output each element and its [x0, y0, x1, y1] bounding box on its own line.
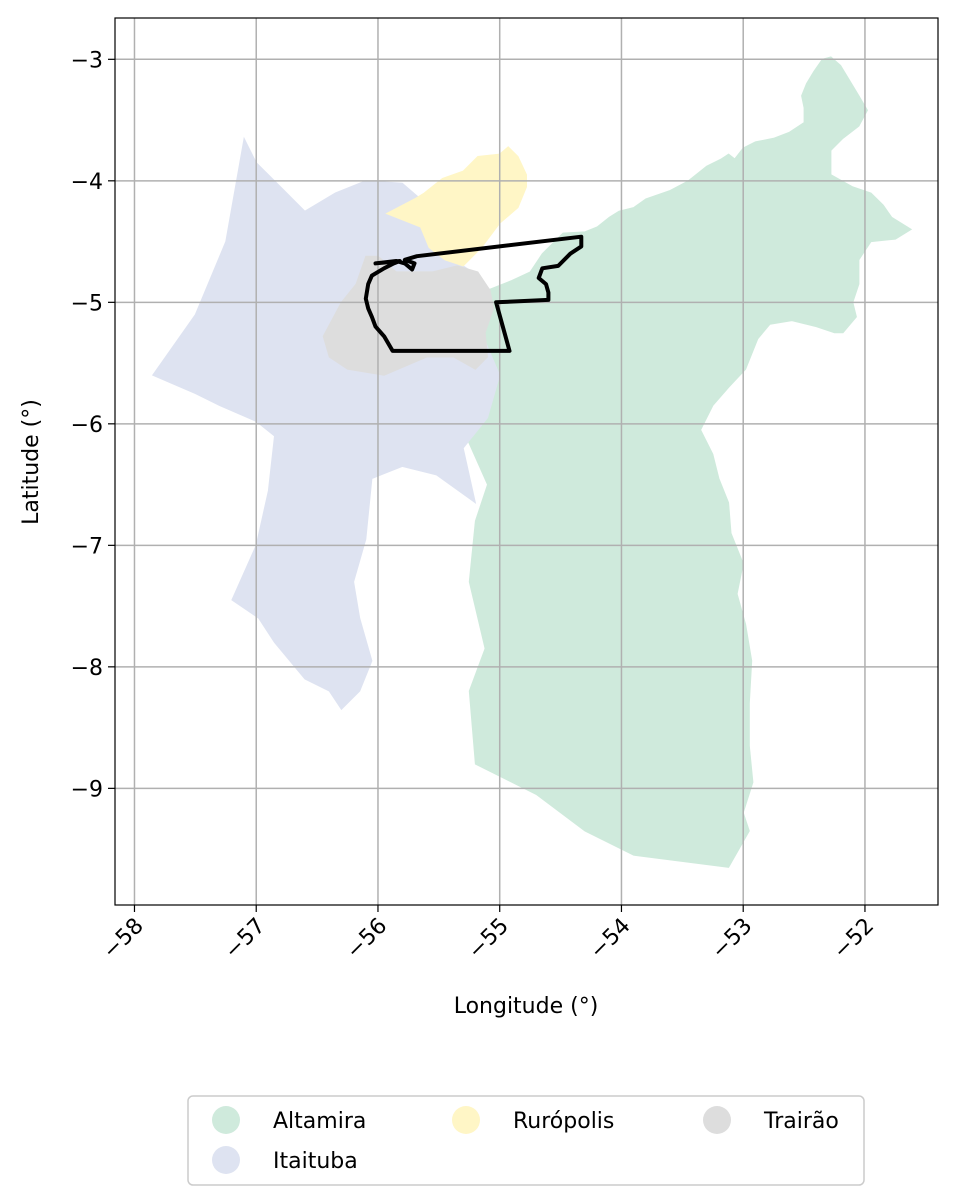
- x-axis-label: Longitude (°): [454, 994, 599, 1019]
- legend: Altamira Rurópolis Trairão Itaituba: [187, 1095, 865, 1186]
- y-tick-label: −9: [71, 777, 103, 802]
- legend-marker-itaituba: [212, 1146, 240, 1174]
- legend-label-altamira: Altamira: [273, 1109, 366, 1134]
- y-tick-label: −5: [71, 291, 103, 316]
- plot-frame: [114, 17, 939, 906]
- regions-layer: [151, 56, 913, 868]
- legend-items: Altamira Rurópolis Trairão Itaituba: [212, 1106, 839, 1174]
- study-area-layer: [363, 234, 584, 353]
- x-tick-label: −57: [220, 914, 271, 965]
- legend-label-trairao: Trairão: [763, 1109, 839, 1134]
- y-tick-label: −4: [71, 170, 103, 195]
- legend-label-itaituba: Itaituba: [273, 1149, 358, 1174]
- legend-label-ruropolis: Rurópolis: [513, 1109, 614, 1134]
- legend-frame: [187, 1095, 865, 1186]
- x-tick-label: −58: [98, 914, 149, 965]
- x-tick-label: −53: [707, 914, 758, 965]
- y-tick-label: −8: [71, 656, 103, 681]
- x-tick-label: −52: [829, 914, 880, 965]
- legend-marker-trairao: [703, 1106, 731, 1134]
- x-tick-label: −54: [585, 914, 636, 965]
- y-tick-label: −3: [71, 48, 103, 73]
- region-altamira: [462, 56, 913, 868]
- x-tick-label: −56: [342, 914, 393, 965]
- legend-marker-altamira: [212, 1106, 240, 1134]
- grid-lines: [115, 18, 938, 905]
- x-tick-label: −55: [463, 914, 514, 965]
- region-ruropolis: [385, 146, 527, 267]
- region-trairao: [322, 255, 495, 376]
- study-area-outline: [363, 234, 584, 353]
- y-tick-label: −6: [71, 413, 103, 438]
- y-tick-label: −7: [71, 534, 103, 559]
- legend-marker-ruropolis: [452, 1106, 480, 1134]
- y-axis-label: Latitude (°): [19, 399, 44, 525]
